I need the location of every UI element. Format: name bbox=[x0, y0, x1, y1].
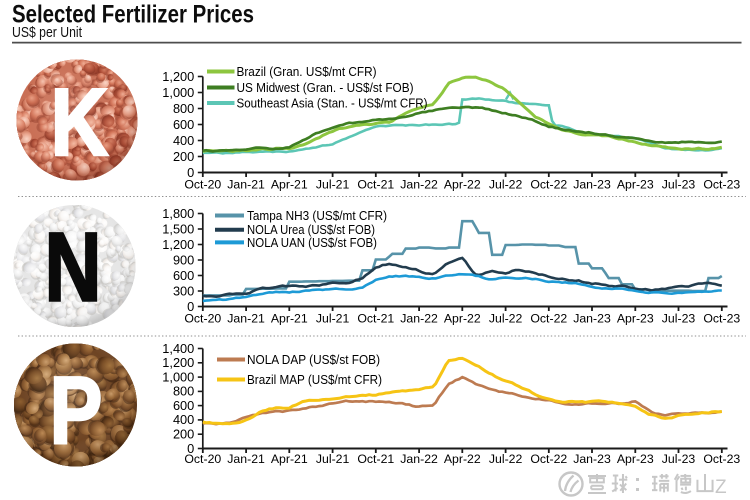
svg-text:Z: Z bbox=[715, 477, 727, 498]
svg-text:Jan-21: Jan-21 bbox=[227, 178, 265, 192]
svg-text:1,200: 1,200 bbox=[162, 69, 194, 84]
svg-text:Apr-21: Apr-21 bbox=[271, 452, 308, 466]
svg-text:600: 600 bbox=[173, 398, 194, 413]
svg-text:Oct-23: Oct-23 bbox=[703, 178, 740, 192]
svg-text:Selected Fertilizer Prices: Selected Fertilizer Prices bbox=[12, 1, 254, 29]
svg-text:200: 200 bbox=[173, 149, 194, 164]
svg-text:1,400: 1,400 bbox=[162, 341, 194, 356]
svg-text:Jan-22: Jan-22 bbox=[400, 452, 438, 466]
svg-text:Oct-21: Oct-21 bbox=[357, 178, 394, 192]
svg-text:Jul-22: Jul-22 bbox=[489, 312, 523, 326]
svg-text:K: K bbox=[51, 69, 109, 176]
svg-text:Oct-20: Oct-20 bbox=[184, 452, 221, 466]
svg-text:Oct-22: Oct-22 bbox=[530, 312, 567, 326]
svg-text:300: 300 bbox=[173, 283, 194, 298]
svg-text:Oct-23: Oct-23 bbox=[703, 452, 740, 466]
svg-text:Tampa NH3 (US$/mt CFR): Tampa NH3 (US$/mt CFR) bbox=[247, 209, 387, 223]
svg-text:400: 400 bbox=[173, 133, 194, 148]
svg-text:800: 800 bbox=[173, 384, 194, 399]
svg-text:Brazil MAP (US$/mt CFR): Brazil MAP (US$/mt CFR) bbox=[247, 373, 382, 387]
svg-text:1,200: 1,200 bbox=[162, 237, 194, 252]
svg-text:N: N bbox=[45, 213, 102, 322]
svg-text:Jan-23: Jan-23 bbox=[573, 312, 611, 326]
svg-text:Jan-23: Jan-23 bbox=[573, 178, 611, 192]
svg-text:Apr-23: Apr-23 bbox=[617, 312, 654, 326]
svg-text:1,200: 1,200 bbox=[162, 355, 194, 370]
svg-text:Jul-23: Jul-23 bbox=[662, 312, 696, 326]
svg-text:1,000: 1,000 bbox=[162, 85, 194, 100]
svg-text:Jan-21: Jan-21 bbox=[227, 312, 265, 326]
svg-text:0: 0 bbox=[187, 165, 194, 180]
svg-text:Oct-22: Oct-22 bbox=[530, 178, 567, 192]
svg-text:NOLA Urea (US$/st FOB): NOLA Urea (US$/st FOB) bbox=[247, 223, 375, 237]
svg-text:Apr-23: Apr-23 bbox=[617, 178, 654, 192]
svg-text:Oct-21: Oct-21 bbox=[357, 312, 394, 326]
svg-text:600: 600 bbox=[173, 268, 194, 283]
svg-text:Oct-22: Oct-22 bbox=[530, 452, 567, 466]
svg-text:Apr-22: Apr-22 bbox=[444, 452, 481, 466]
svg-text:600: 600 bbox=[173, 117, 194, 132]
svg-text:200: 200 bbox=[173, 427, 194, 442]
svg-text:Jul-21: Jul-21 bbox=[316, 312, 350, 326]
svg-text:Jan-23: Jan-23 bbox=[573, 452, 611, 466]
svg-text:P: P bbox=[50, 357, 103, 464]
svg-text:Apr-22: Apr-22 bbox=[444, 312, 481, 326]
svg-text:1,000: 1,000 bbox=[162, 369, 194, 384]
svg-text:Apr-22: Apr-22 bbox=[444, 178, 481, 192]
svg-text:Jul-22: Jul-22 bbox=[489, 178, 523, 192]
svg-text:900: 900 bbox=[173, 252, 194, 267]
svg-text:Oct-23: Oct-23 bbox=[703, 312, 740, 326]
svg-text:Oct-21: Oct-21 bbox=[357, 452, 394, 466]
svg-text:US Midwest (Gran. - US$/st FOB: US Midwest (Gran. - US$/st FOB) bbox=[237, 81, 414, 95]
svg-text:0: 0 bbox=[187, 441, 194, 456]
svg-text:1,800: 1,800 bbox=[162, 206, 194, 221]
svg-text:NOLA UAN (US$/st FOB): NOLA UAN (US$/st FOB) bbox=[247, 236, 377, 250]
svg-text:Jul-23: Jul-23 bbox=[662, 178, 696, 192]
svg-text:Oct-20: Oct-20 bbox=[184, 312, 221, 326]
svg-text:Apr-23: Apr-23 bbox=[617, 452, 654, 466]
svg-text:Jul-21: Jul-21 bbox=[316, 452, 350, 466]
svg-text:Oct-20: Oct-20 bbox=[184, 178, 221, 192]
svg-text:Jul-23: Jul-23 bbox=[662, 452, 696, 466]
svg-text:Jan-21: Jan-21 bbox=[227, 452, 265, 466]
svg-text:Jan-22: Jan-22 bbox=[400, 178, 438, 192]
svg-text:Brazil (Gran. US$/mt CFR): Brazil (Gran. US$/mt CFR) bbox=[237, 65, 377, 79]
svg-text:Apr-21: Apr-21 bbox=[271, 312, 308, 326]
svg-text:0: 0 bbox=[187, 299, 194, 314]
svg-text:Jan-22: Jan-22 bbox=[400, 312, 438, 326]
svg-text:800: 800 bbox=[173, 101, 194, 116]
svg-text:1,500: 1,500 bbox=[162, 221, 194, 236]
svg-text:400: 400 bbox=[173, 412, 194, 427]
svg-text:US$ per Unit: US$ per Unit bbox=[12, 25, 82, 41]
svg-text:Jul-21: Jul-21 bbox=[316, 178, 350, 192]
svg-text:Jul-22: Jul-22 bbox=[489, 452, 523, 466]
svg-text:Apr-21: Apr-21 bbox=[271, 178, 308, 192]
svg-text:Southeast Asia (Stan. - US$/mt: Southeast Asia (Stan. - US$/mt CFR) bbox=[237, 96, 428, 110]
svg-text:NOLA DAP (US$/st FOB): NOLA DAP (US$/st FOB) bbox=[247, 353, 380, 367]
